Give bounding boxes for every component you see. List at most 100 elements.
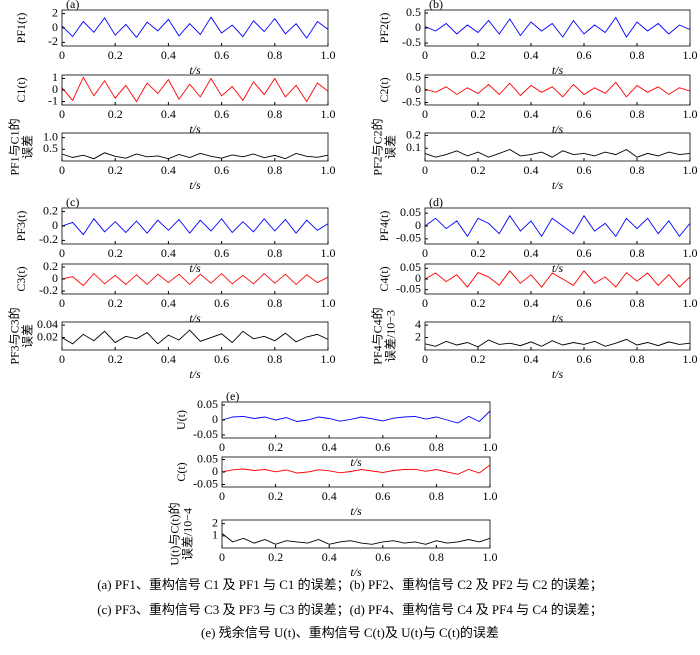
x-tick-label: 0.6 <box>577 48 592 62</box>
x-tick-label: 0.2 <box>268 489 283 503</box>
y-tick-label: 0.2 <box>406 127 421 141</box>
x-tick-label: 0.8 <box>267 296 282 310</box>
x-tick-label: 0.2 <box>471 163 486 177</box>
x-tick-label: 0.8 <box>267 48 282 62</box>
x-tick-label: 0.8 <box>429 440 444 454</box>
x-tick-label: 0.4 <box>524 48 539 62</box>
plot-frame <box>221 401 491 439</box>
y-axis-label: C1(t) <box>14 77 28 102</box>
x-tick-label: 0.6 <box>214 296 229 310</box>
x-tick-label: 0.4 <box>161 246 176 260</box>
x-tick-label: 0.8 <box>630 107 645 121</box>
x-axis-label: t/s <box>189 261 201 275</box>
x-tick-label: 1.0 <box>683 48 698 62</box>
x-tick-label: 0.4 <box>322 489 337 503</box>
x-tick-label: 0.2 <box>108 352 123 366</box>
signal-line <box>61 329 329 345</box>
y-tick-label: -2 <box>48 34 58 48</box>
panel-label: (c) <box>66 195 79 209</box>
x-axis-label: t/s <box>189 311 201 325</box>
x-tick-label: 0.4 <box>161 296 176 310</box>
x-tick-label: 0 <box>219 550 225 564</box>
y-tick-label: 0.05 <box>400 205 421 219</box>
signal-line <box>424 81 691 98</box>
signal-line <box>61 152 329 160</box>
y-tick-label: 1 <box>212 528 218 542</box>
x-tick-label: 0 <box>59 296 65 310</box>
y-tick-label: 0.5 <box>406 5 421 19</box>
panel-label: (a) <box>66 0 79 11</box>
x-tick-label: 0.2 <box>471 48 486 62</box>
y-tick-label: -0.2 <box>39 283 58 297</box>
x-tick-label: 0.4 <box>161 163 176 177</box>
x-tick-label: 0.8 <box>267 352 282 366</box>
y-axis-label: 误差/10−4 <box>180 508 194 560</box>
x-tick-label: 0.4 <box>524 352 539 366</box>
x-tick-label: 0.6 <box>577 352 592 366</box>
x-tick-label: 0.4 <box>524 246 539 260</box>
x-tick-label: 0 <box>422 163 428 177</box>
signal-line <box>61 76 329 103</box>
y-axis-label: PF3(t) <box>14 211 28 242</box>
signal-line <box>221 410 491 424</box>
x-tick-label: 0 <box>422 246 428 260</box>
x-tick-label: 1.0 <box>321 163 336 177</box>
x-tick-label: 1.0 <box>483 489 498 503</box>
x-tick-label: 0 <box>422 352 428 366</box>
x-tick-label: 0.4 <box>161 48 176 62</box>
x-tick-label: 0 <box>59 107 65 121</box>
x-axis-label: t/s <box>350 504 362 518</box>
x-tick-label: 0.2 <box>471 352 486 366</box>
plot-frame <box>221 519 491 549</box>
x-tick-label: 0.8 <box>429 489 444 503</box>
panel-label: (e) <box>226 389 239 403</box>
x-tick-label: 0 <box>422 107 428 121</box>
plot-frame <box>424 9 691 47</box>
y-tick-label: 0 <box>212 464 218 478</box>
x-axis-label: t/s <box>350 565 362 579</box>
x-tick-label: 0 <box>59 48 65 62</box>
x-tick-label: 0.6 <box>214 48 229 62</box>
signal-line <box>424 16 691 38</box>
x-tick-label: 0.8 <box>630 296 645 310</box>
x-tick-label: 1.0 <box>321 352 336 366</box>
x-axis-label: t/s <box>552 367 564 381</box>
y-tick-label: 0 <box>212 412 218 426</box>
x-tick-label: 1.0 <box>321 246 336 260</box>
x-tick-label: 0.4 <box>322 440 337 454</box>
y-axis-label: PF4(t) <box>377 211 391 242</box>
y-tick-label: 0.05 <box>197 397 218 411</box>
caption-line: (e) 残余信号 U(t)、重构信号 C(t)及 U(t)与 C(t)的误差 <box>201 625 499 640</box>
x-tick-label: 1.0 <box>683 352 698 366</box>
signal-line <box>424 270 691 288</box>
y-tick-label: 2 <box>52 5 58 19</box>
caption-line: (a) PF1、重构信号 C1 及 PF1 与 C1 的误差；(b) PF2、重… <box>97 577 603 593</box>
x-tick-label: 0.2 <box>108 163 123 177</box>
plot-frame <box>61 321 329 351</box>
panel-label: (b) <box>429 0 443 11</box>
signal-line <box>424 214 691 238</box>
x-tick-label: 0 <box>59 352 65 366</box>
x-tick-label: 0.6 <box>375 550 390 564</box>
y-tick-label: 0 <box>415 82 421 96</box>
x-tick-label: 1.0 <box>483 440 498 454</box>
y-tick-label: 0.5 <box>43 141 58 155</box>
y-tick-label: 0 <box>415 20 421 34</box>
x-tick-label: 0.8 <box>429 550 444 564</box>
x-tick-label: 0.6 <box>375 489 390 503</box>
y-axis-label: PF1与C1的 <box>6 118 21 175</box>
x-tick-label: 0.6 <box>214 246 229 260</box>
y-tick-label: 0.2 <box>43 259 58 273</box>
y-tick-label: 0.05 <box>400 260 421 274</box>
x-tick-label: 1.0 <box>483 550 498 564</box>
x-tick-label: 0.6 <box>577 246 592 260</box>
y-tick-label: 0.2 <box>43 203 58 217</box>
x-tick-label: 0.2 <box>108 48 123 62</box>
x-axis-label: t/s <box>552 178 564 192</box>
plot-frame <box>61 132 329 162</box>
x-tick-label: 0 <box>422 48 428 62</box>
x-tick-label: 0.2 <box>108 246 123 260</box>
x-tick-label: 0 <box>219 440 225 454</box>
x-tick-label: 0.2 <box>471 246 486 260</box>
y-axis-label: PF3与C3的 <box>6 307 21 364</box>
